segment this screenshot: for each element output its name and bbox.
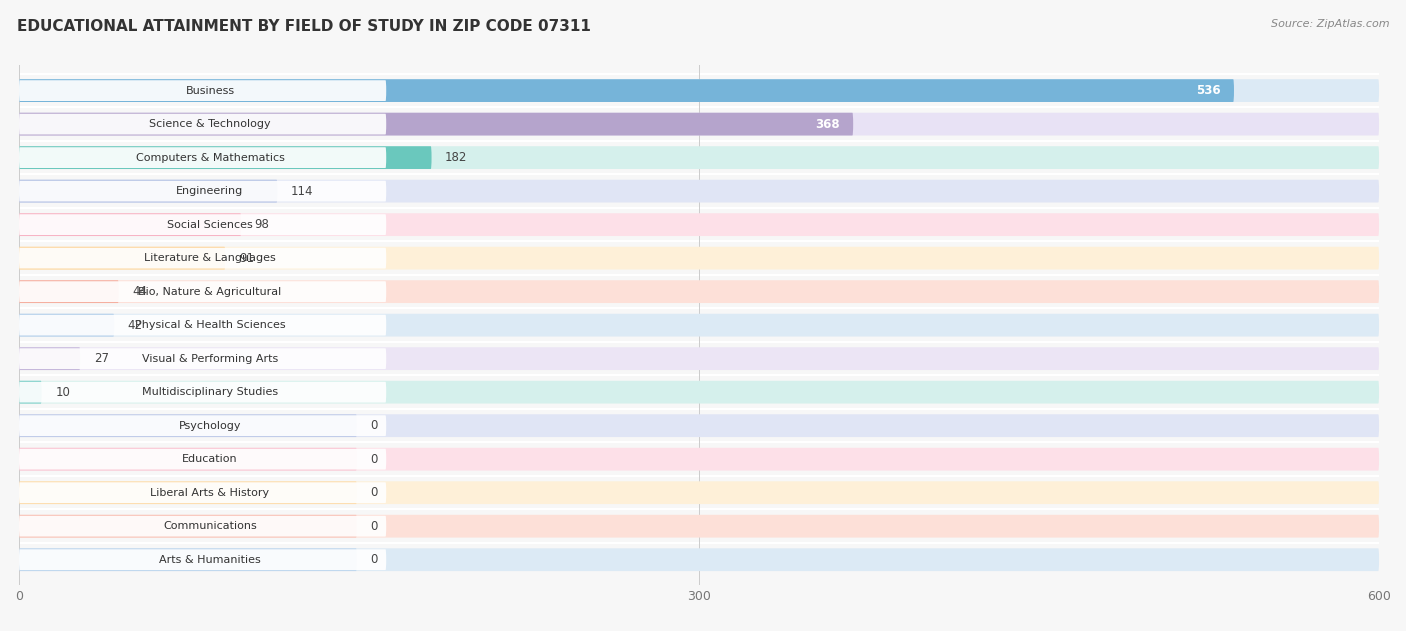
Text: Science & Technology: Science & Technology: [149, 119, 271, 129]
FancyBboxPatch shape: [20, 215, 387, 235]
FancyBboxPatch shape: [20, 180, 277, 203]
Text: 368: 368: [815, 117, 839, 131]
Text: Bio, Nature & Agricultural: Bio, Nature & Agricultural: [138, 286, 281, 297]
Text: 10: 10: [55, 386, 70, 399]
FancyBboxPatch shape: [20, 280, 118, 303]
FancyBboxPatch shape: [20, 380, 42, 404]
FancyBboxPatch shape: [20, 80, 1234, 102]
FancyBboxPatch shape: [20, 146, 432, 169]
FancyBboxPatch shape: [20, 448, 357, 471]
FancyBboxPatch shape: [20, 415, 1379, 437]
FancyBboxPatch shape: [20, 380, 1379, 404]
Text: Education: Education: [183, 454, 238, 464]
FancyBboxPatch shape: [20, 114, 387, 134]
Text: 182: 182: [446, 151, 468, 164]
FancyBboxPatch shape: [20, 481, 1379, 504]
Text: 98: 98: [254, 218, 270, 231]
Text: Literature & Languages: Literature & Languages: [143, 253, 276, 263]
FancyBboxPatch shape: [20, 80, 1379, 102]
Text: Source: ZipAtlas.com: Source: ZipAtlas.com: [1271, 19, 1389, 29]
Text: Business: Business: [186, 86, 235, 96]
FancyBboxPatch shape: [20, 415, 357, 437]
FancyBboxPatch shape: [20, 248, 387, 269]
Text: 0: 0: [370, 419, 378, 432]
Text: Social Sciences: Social Sciences: [167, 220, 253, 230]
FancyBboxPatch shape: [20, 247, 225, 269]
Text: 536: 536: [1195, 84, 1220, 97]
Text: 0: 0: [370, 553, 378, 566]
FancyBboxPatch shape: [20, 180, 1379, 203]
FancyBboxPatch shape: [20, 415, 387, 436]
Text: Physical & Health Sciences: Physical & Health Sciences: [135, 320, 285, 330]
Text: Computers & Mathematics: Computers & Mathematics: [135, 153, 284, 163]
Text: EDUCATIONAL ATTAINMENT BY FIELD OF STUDY IN ZIP CODE 07311: EDUCATIONAL ATTAINMENT BY FIELD OF STUDY…: [17, 19, 591, 34]
Text: 44: 44: [132, 285, 148, 298]
Text: Multidisciplinary Studies: Multidisciplinary Studies: [142, 387, 278, 397]
FancyBboxPatch shape: [20, 515, 357, 538]
Text: 27: 27: [94, 352, 108, 365]
Text: 91: 91: [239, 252, 254, 264]
FancyBboxPatch shape: [20, 548, 357, 571]
Text: Arts & Humanities: Arts & Humanities: [159, 555, 262, 565]
FancyBboxPatch shape: [20, 113, 853, 136]
FancyBboxPatch shape: [20, 448, 1379, 471]
FancyBboxPatch shape: [20, 314, 114, 336]
FancyBboxPatch shape: [20, 281, 387, 302]
FancyBboxPatch shape: [20, 515, 1379, 538]
Text: 0: 0: [370, 520, 378, 533]
Text: 42: 42: [128, 319, 143, 332]
FancyBboxPatch shape: [20, 180, 387, 201]
FancyBboxPatch shape: [20, 213, 1379, 236]
FancyBboxPatch shape: [20, 482, 387, 503]
FancyBboxPatch shape: [20, 146, 1379, 169]
Text: 0: 0: [370, 452, 378, 466]
FancyBboxPatch shape: [20, 213, 242, 236]
FancyBboxPatch shape: [20, 347, 80, 370]
FancyBboxPatch shape: [20, 449, 387, 469]
Text: Communications: Communications: [163, 521, 257, 531]
FancyBboxPatch shape: [20, 247, 1379, 269]
Text: 114: 114: [291, 185, 314, 198]
FancyBboxPatch shape: [20, 80, 387, 101]
FancyBboxPatch shape: [20, 550, 387, 570]
Text: 0: 0: [370, 486, 378, 499]
FancyBboxPatch shape: [20, 315, 387, 336]
Text: Engineering: Engineering: [176, 186, 243, 196]
FancyBboxPatch shape: [20, 147, 387, 168]
FancyBboxPatch shape: [20, 280, 1379, 303]
FancyBboxPatch shape: [20, 382, 387, 403]
FancyBboxPatch shape: [20, 348, 387, 369]
FancyBboxPatch shape: [20, 314, 1379, 336]
Text: Visual & Performing Arts: Visual & Performing Arts: [142, 353, 278, 363]
FancyBboxPatch shape: [20, 548, 1379, 571]
Text: Psychology: Psychology: [179, 421, 242, 431]
Text: Liberal Arts & History: Liberal Arts & History: [150, 488, 270, 498]
FancyBboxPatch shape: [20, 516, 387, 536]
FancyBboxPatch shape: [20, 347, 1379, 370]
FancyBboxPatch shape: [20, 113, 1379, 136]
FancyBboxPatch shape: [20, 481, 357, 504]
